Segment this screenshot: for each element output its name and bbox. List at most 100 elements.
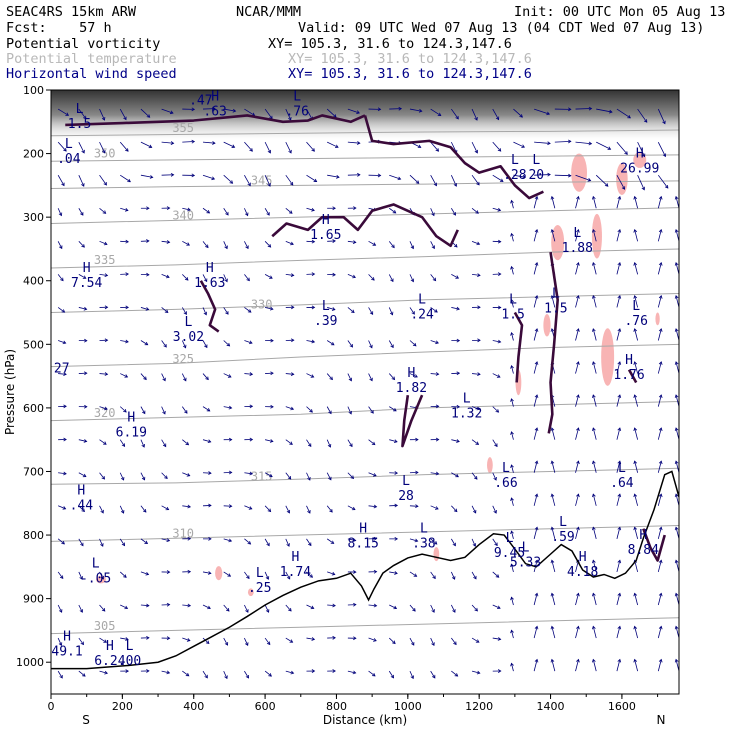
wind-vector-head: [394, 536, 399, 541]
wind-vector-head: [617, 460, 622, 465]
extremum-value: .59: [551, 530, 574, 545]
wind-vector-head: [80, 641, 84, 646]
wind-vector: [120, 373, 128, 378]
wind-vector: [616, 141, 628, 155]
wind-vector: [368, 274, 375, 281]
wind-vector: [306, 604, 314, 609]
wind-vector-head: [474, 607, 478, 612]
wind-vector-head: [456, 404, 461, 409]
wind-vector: [511, 564, 514, 573]
wind-vector: [327, 307, 335, 311]
pv-contour-line: [513, 311, 524, 383]
wind-vector-head: [390, 674, 394, 679]
extremum-value: 7.54: [71, 276, 102, 291]
wind-vector: [264, 505, 271, 512]
wind-vector: [202, 340, 208, 348]
wind-vector-head: [534, 427, 539, 432]
extremum-value: 6.19: [116, 425, 147, 440]
wind-vector-head: [592, 658, 596, 663]
pv-contour-line: [65, 114, 366, 127]
wind-vector-head: [534, 295, 539, 299]
wind-vector-head: [372, 473, 377, 477]
wind-vector-head: [510, 331, 514, 336]
wind-vector: [326, 505, 333, 513]
wind-vector: [533, 361, 538, 374]
theta-contour-label: 320: [94, 406, 116, 420]
wind-vector-head: [534, 195, 539, 200]
wind-vector-head: [567, 139, 572, 144]
theta-contour-label: 310: [172, 527, 194, 541]
wind-vector: [575, 229, 579, 242]
wind-vector: [285, 604, 292, 612]
wind-vector: [78, 637, 84, 645]
field-name-theta: Potential temperature: [6, 51, 177, 67]
wind-vector-head: [63, 404, 67, 409]
extremum-marker: L: [522, 541, 530, 556]
wind-vector: [616, 196, 621, 209]
wind-vector-head: [633, 592, 638, 597]
wind-vector-head: [476, 241, 481, 246]
wind-vector: [264, 141, 271, 154]
wind-vector: [161, 538, 170, 542]
wind-vector-head: [170, 141, 175, 145]
wind-vector: [492, 141, 502, 152]
y-axis-label: Pressure (hPa): [3, 349, 17, 435]
wind-vector-head: [100, 543, 104, 547]
wind-vector-head: [249, 471, 254, 476]
wind-vector: [634, 593, 638, 606]
wind-vector: [551, 626, 556, 639]
wind-vector-head: [101, 116, 106, 121]
wind-vector-head: [510, 265, 514, 270]
wind-vector: [57, 208, 62, 216]
wind-vector-head: [547, 172, 551, 177]
wind-vector-head: [270, 404, 274, 409]
wind-vector: [533, 196, 538, 209]
theta-contour-line: [51, 248, 679, 269]
wind-vector-head: [184, 410, 188, 414]
wind-vector: [471, 108, 478, 121]
wind-vector: [430, 208, 435, 216]
wind-vector-head: [207, 605, 211, 610]
wind-vector-head: [674, 195, 679, 200]
wind-vector: [409, 604, 416, 612]
wind-vector-head: [102, 210, 107, 214]
wind-vector: [78, 571, 83, 580]
wind-vector-head: [144, 540, 149, 544]
wind-vector-head: [435, 404, 440, 409]
wind-vector: [140, 373, 147, 380]
wind-vector-head: [205, 244, 209, 249]
wind-vector-head: [435, 148, 440, 152]
wind-vector: [430, 670, 436, 679]
x-tick-label: 400: [183, 700, 204, 713]
wind-vector-head: [497, 207, 502, 212]
wind-vector: [285, 108, 292, 121]
wind-vector: [347, 472, 354, 479]
wind-vector: [678, 109, 679, 110]
wind-vector: [492, 571, 500, 578]
wind-vector: [244, 538, 251, 545]
field-name-pv: Potential vorticity: [6, 36, 161, 52]
wind-vector-head: [456, 306, 460, 311]
wind-vector: [327, 174, 340, 178]
wind-vector-head: [472, 543, 477, 547]
wind-vector: [285, 505, 290, 514]
wind-vector: [202, 307, 207, 315]
wind-vector: [99, 207, 106, 214]
wind-vector-head: [592, 228, 596, 233]
wind-vector: [616, 175, 625, 190]
wind-vector-head: [617, 328, 622, 332]
wind-vector: [451, 538, 456, 546]
wind-vector-head: [125, 305, 129, 310]
wind-vector: [181, 373, 187, 381]
wind-vector: [57, 274, 64, 281]
wind-vector: [657, 527, 662, 539]
wind-vector: [58, 472, 67, 475]
wind-vector-head: [124, 605, 129, 610]
wind-vector-head: [453, 508, 458, 513]
wind-vector: [592, 328, 597, 341]
wind-vector: [388, 670, 394, 679]
wind-vector: [430, 637, 435, 646]
wind-vector: [533, 394, 538, 407]
wind-vector-head: [621, 186, 626, 190]
wind-vector-head: [576, 361, 580, 365]
